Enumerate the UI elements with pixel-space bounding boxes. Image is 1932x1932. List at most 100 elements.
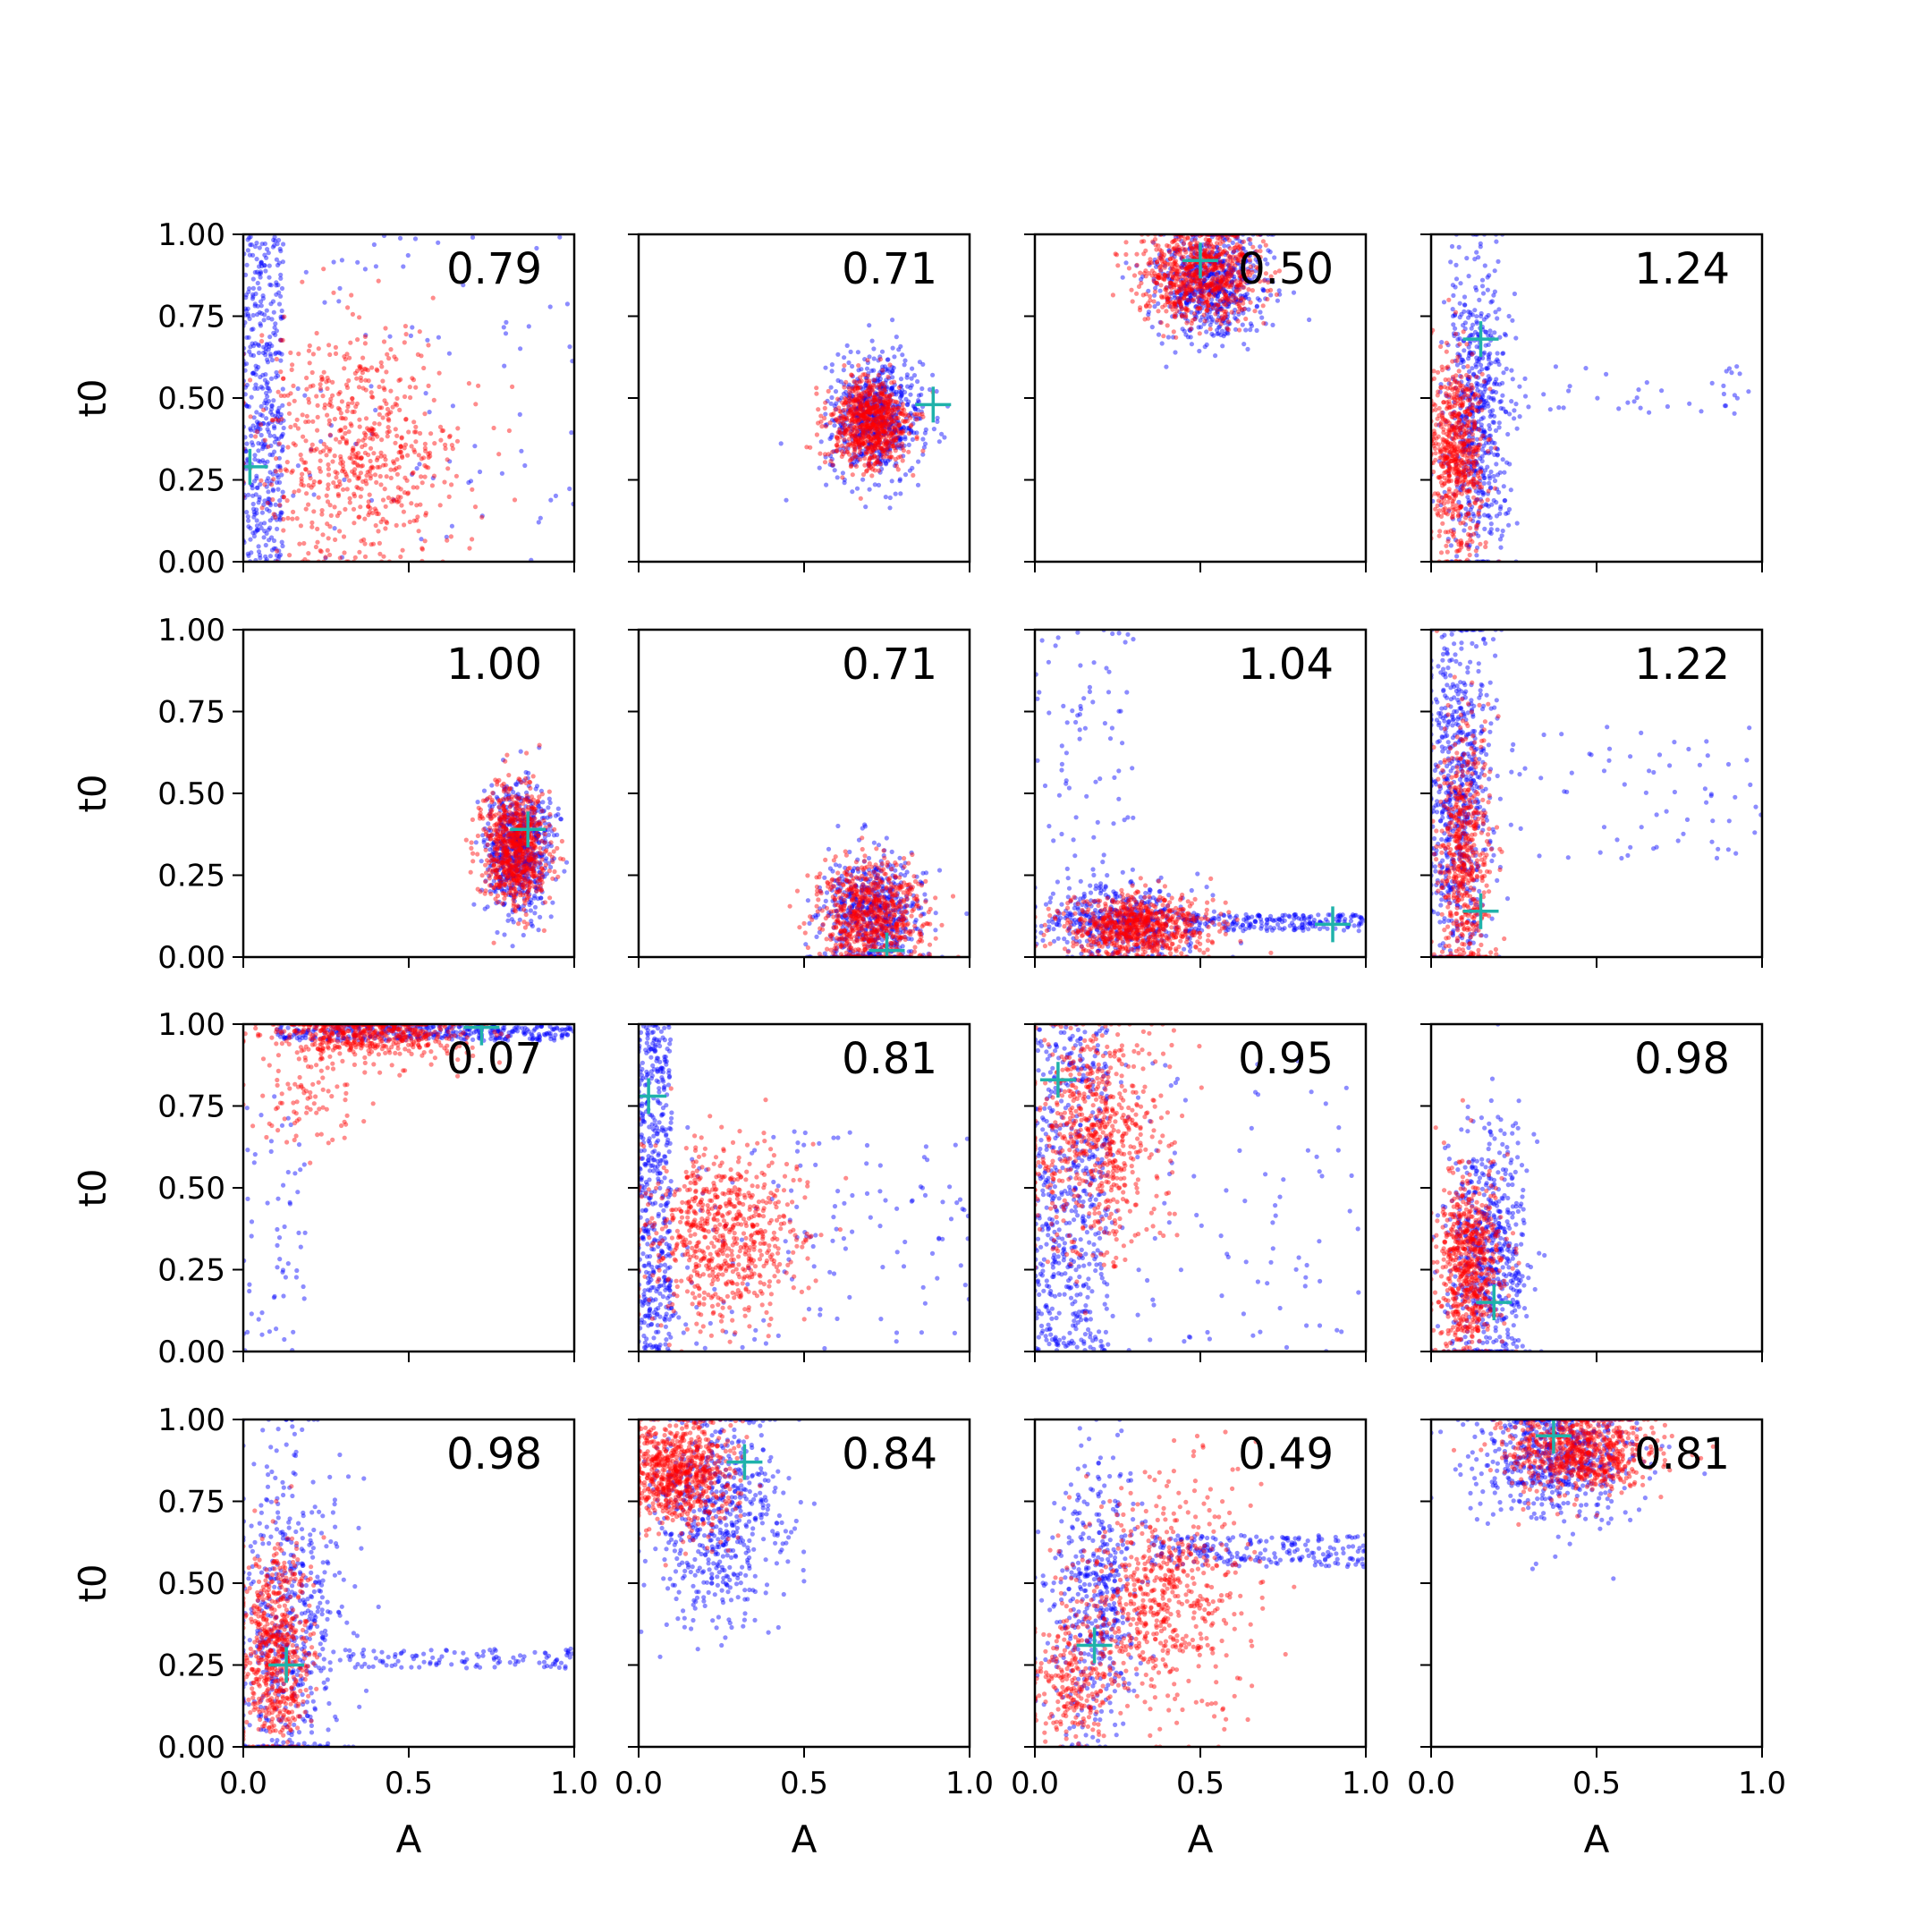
scatter-point-red: [303, 419, 309, 425]
scatter-point-red: [1229, 283, 1234, 288]
scatter-point-red: [1239, 275, 1244, 281]
scatter-point-red: [294, 516, 300, 521]
scatter-point-red: [1456, 420, 1462, 426]
scatter-point-red: [1196, 286, 1201, 292]
scatter-point-blue: [842, 430, 848, 436]
scatter-point-blue: [1244, 280, 1250, 285]
scatter-point-red: [870, 463, 876, 469]
scatter-point-blue: [1216, 331, 1221, 336]
scatter-point-blue: [252, 301, 258, 307]
scatter-point-red: [1455, 513, 1461, 519]
scatter-point-blue: [247, 235, 252, 241]
scatter-point-blue: [854, 383, 860, 389]
scatter-point-blue: [247, 252, 252, 258]
scatter-point-blue: [1220, 261, 1225, 267]
scatter-point-red: [331, 480, 336, 486]
scatter-point-blue: [1483, 329, 1488, 335]
scatter-point-blue: [877, 414, 882, 419]
scatter-point-red: [1157, 272, 1162, 277]
scatter-point-red: [1460, 422, 1465, 428]
scatter-point-blue: [1213, 292, 1218, 298]
scatter-point-blue: [1496, 258, 1501, 264]
scatter-point-blue: [1217, 259, 1223, 265]
scatter-point-blue: [369, 497, 375, 504]
scatter-point-red: [1178, 301, 1183, 306]
scatter-point-red: [1221, 316, 1226, 321]
scatter-point-blue: [567, 344, 572, 350]
scatter-point-red: [861, 403, 867, 409]
scatter-point-red: [1181, 271, 1186, 276]
scatter-point-blue: [1463, 414, 1469, 419]
scatter-point-red: [1437, 421, 1444, 427]
scatter-point-blue: [258, 441, 264, 446]
scatter-point-red: [851, 416, 856, 421]
scatter-point-blue: [1467, 543, 1472, 548]
scatter-point-red: [849, 419, 854, 425]
scatter-point-blue: [1462, 302, 1468, 308]
scatter-point-blue: [259, 242, 265, 247]
scatter-point-red: [884, 453, 890, 459]
scatter-point-blue: [1172, 254, 1177, 259]
scatter-point-blue: [890, 375, 895, 380]
scatter-point-red: [1174, 247, 1180, 252]
scatter-point-blue: [1236, 298, 1241, 303]
scatter-point-blue: [912, 416, 918, 422]
scatter-point-red: [336, 479, 343, 484]
scatter-point-red: [1201, 277, 1207, 283]
scatter-point-red: [861, 435, 868, 440]
scatter-point-red: [852, 428, 857, 433]
scatter-point-blue: [1208, 272, 1214, 277]
scatter-point-blue: [391, 497, 396, 503]
scatter-point-blue: [1229, 292, 1234, 297]
scatter-point-red: [1226, 238, 1232, 243]
scatter-point-red: [1181, 241, 1186, 246]
scatter-point-blue: [275, 411, 281, 416]
scatter-point-red: [1257, 266, 1262, 271]
scatter-point-blue: [1470, 421, 1475, 427]
scatter-point-blue: [866, 445, 871, 450]
scatter-point-blue: [249, 550, 254, 555]
scatter-point-red: [867, 458, 872, 463]
scatter-point-blue: [1167, 277, 1173, 283]
scatter-point-red: [899, 411, 904, 416]
scatter-point-blue: [255, 386, 260, 391]
scatter-point-blue: [877, 354, 883, 360]
scatter-point-red: [875, 424, 880, 429]
scatter-point-blue: [828, 401, 834, 406]
scatter-point-blue: [912, 406, 918, 411]
scatter-point-blue: [1468, 351, 1474, 356]
scatter-point-blue: [869, 399, 875, 405]
scatter-point-red: [875, 440, 880, 445]
scatter-point-red: [1202, 292, 1208, 298]
scatter-point-blue: [1496, 307, 1502, 312]
scatter-point-red: [1456, 490, 1462, 496]
scatter-point-red: [395, 494, 401, 500]
scatter-point-blue: [1477, 297, 1482, 302]
scatter-point-blue: [874, 448, 879, 453]
scatter-point-blue: [1625, 400, 1631, 405]
scatter-point-red: [869, 454, 874, 460]
scatter-point-blue: [1659, 388, 1665, 394]
scatter-point-red: [1232, 245, 1237, 250]
scatter-point-blue: [267, 525, 273, 530]
scatter-point-blue: [1243, 327, 1249, 333]
scatter-point-red: [285, 393, 291, 398]
scatter-point-blue: [878, 390, 884, 395]
scatter-point-blue: [256, 364, 261, 370]
scatter-point-red: [1193, 250, 1199, 256]
scatter-point-red: [354, 376, 360, 381]
scatter-point-red: [407, 385, 412, 390]
scatter-point-blue: [1215, 309, 1220, 315]
scatter-point-red: [1475, 496, 1480, 503]
scatter-point-blue: [1498, 405, 1504, 411]
scatter-point-blue: [884, 440, 889, 446]
scatter-point-blue: [276, 548, 282, 554]
scatter-point-red: [860, 405, 866, 411]
scatter-point-blue: [883, 430, 889, 436]
scatter-point-blue: [864, 402, 870, 408]
scatter-point-red: [411, 377, 417, 383]
scatter-point-blue: [850, 420, 855, 426]
scatter-point-red: [860, 432, 865, 437]
scatter-point-red: [1210, 305, 1216, 310]
scatter-point-red: [343, 439, 349, 445]
